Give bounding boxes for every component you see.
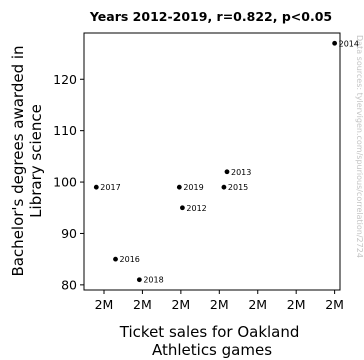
y-axis-label-line-1: Bachelor's degrees awarded in: [9, 45, 27, 276]
plot-frame: [83, 32, 341, 291]
y-tick-label: 120: [53, 72, 77, 87]
point-label-2016: 2016: [120, 255, 140, 264]
x-axis: 2M 2M 2M 2M 2M 2M 2M: [95, 290, 344, 312]
x-tick-label: 2M: [325, 297, 344, 312]
y-tick-label: 110: [53, 123, 77, 138]
x-tick-label: 2M: [248, 297, 267, 312]
data-points: 2012 2013 2014 2015 2016 2017 2018 2019: [93, 39, 359, 285]
y-tick-label: 100: [53, 175, 77, 190]
x-tick-label: 2M: [95, 297, 114, 312]
point-label-2019: 2019: [183, 183, 203, 192]
x-tick-label: 2M: [287, 297, 306, 312]
data-point-2013: [224, 169, 230, 175]
x-axis-label-line-2: Athletics games: [152, 341, 272, 359]
data-point-2012: [180, 205, 185, 211]
y-tick-label: 80: [61, 277, 77, 292]
y-axis-label-line-2: Library science: [27, 104, 45, 218]
y-axis: 80 90 100 110 120: [53, 72, 84, 292]
x-tick-label: 2M: [210, 297, 229, 312]
y-tick-label: 90: [61, 226, 77, 241]
x-axis-label-line-1: Ticket sales for Oakland: [119, 323, 300, 341]
point-label-2013: 2013: [231, 168, 251, 177]
data-point-2017: [93, 184, 99, 190]
point-label-2015: 2015: [228, 183, 248, 192]
data-point-2016: [113, 256, 118, 262]
watermark: Data sources: tylervigen.com/spurious/co…: [355, 35, 364, 258]
data-point-2018: [136, 277, 142, 283]
x-axis-label: Ticket sales for Oakland Athletics games: [119, 323, 304, 359]
point-label-2017: 2017: [100, 183, 120, 192]
y-axis-label: Bachelor's degrees awarded in Library sc…: [9, 45, 45, 276]
data-point-2019: [176, 184, 182, 190]
point-label-2012: 2012: [186, 204, 206, 213]
x-tick-label: 2M: [171, 297, 190, 312]
data-point-2014: [332, 40, 338, 46]
x-tick-label: 2M: [133, 297, 152, 312]
data-point-2015: [221, 184, 227, 190]
point-label-2018: 2018: [143, 276, 163, 285]
point-label-2014: 2014: [339, 39, 359, 48]
chart-title: Years 2012-2019, r=0.822, p<0.05: [89, 9, 332, 24]
